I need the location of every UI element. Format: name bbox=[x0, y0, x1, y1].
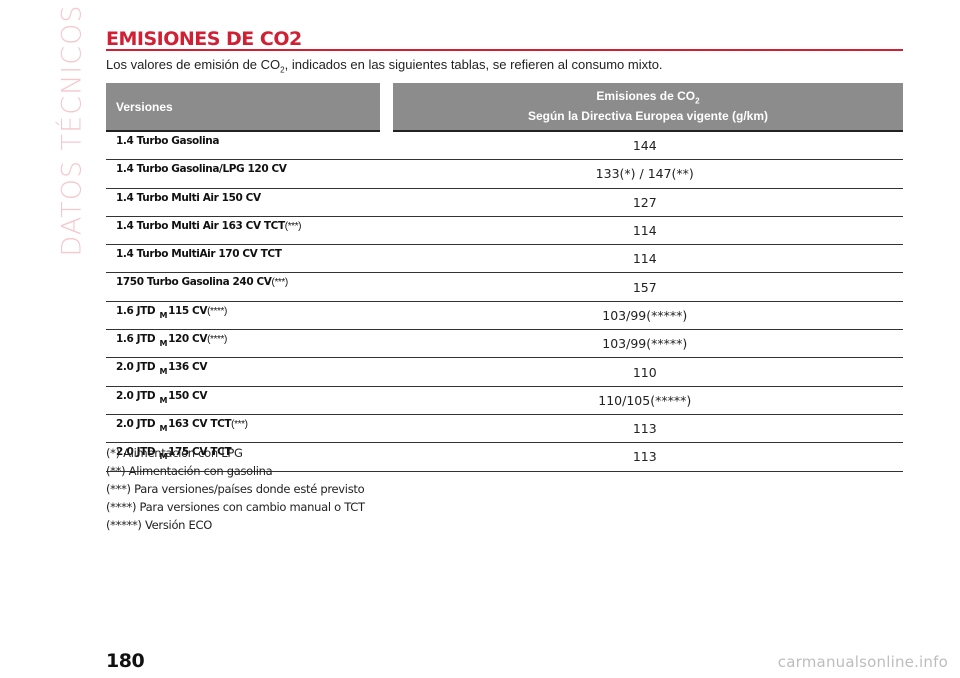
footnote-item: (****) Para versiones con cambio manual … bbox=[106, 500, 365, 514]
version-power: 175 CV TCT bbox=[168, 446, 232, 459]
table-row: 2.0 JTD M150 CV 110/105(*****) bbox=[106, 386, 903, 415]
version-footnote-marker: (***) bbox=[231, 418, 248, 430]
version-name: 1.4 Turbo Gasolina bbox=[116, 135, 220, 147]
version-subscript: M bbox=[159, 367, 168, 377]
emissions-table: Versiones Emisiones de CO2 Según la Dire… bbox=[106, 83, 903, 472]
version-name: 1750 Turbo Gasolina 240 CV bbox=[116, 276, 272, 289]
emission-value: 144 bbox=[386, 130, 903, 161]
footnote-item: (*****) Versión ECO bbox=[106, 518, 212, 532]
header-emissions-subscript: 2 bbox=[695, 96, 700, 106]
version-name: 2.0 JTD bbox=[116, 389, 156, 402]
table-row: 1.4 Turbo Multi Air 150 CV 127 bbox=[106, 188, 903, 217]
footnotes: (*) Alimentación con LPG (**) Alimentació… bbox=[106, 444, 365, 534]
emission-value: 127 bbox=[386, 188, 903, 217]
version-power: 136 CV bbox=[168, 361, 208, 374]
version-footnote-marker: (***) bbox=[271, 277, 289, 289]
version-cell: 2.0 JTD M136 CV bbox=[106, 357, 387, 387]
footnote-item: (***) Para versiones/países donde esté p… bbox=[106, 482, 365, 496]
table-row: 1.4 Turbo Multi Air 163 CV TCT(***) 114 bbox=[106, 216, 903, 246]
version-cell: 1.4 Turbo Multi Air 163 CV TCT(***) bbox=[106, 216, 387, 246]
version-footnote-marker: (****) bbox=[207, 305, 227, 317]
table-row: 1750 Turbo Gasolina 240 CV(***) 157 bbox=[106, 272, 903, 302]
emission-value: 114 bbox=[386, 244, 903, 274]
table-row: 1.4 Turbo Gasolina/LPG 120 CV 133(*) / 14… bbox=[106, 159, 903, 189]
header-emissions-line1: Emisiones de CO bbox=[596, 89, 696, 104]
table-row: 2.0 JTD M163 CV TCT(***) 113 bbox=[106, 414, 903, 444]
version-name: 1.4 Turbo Gasolina/LPG 120 CV bbox=[116, 163, 287, 176]
table-body: 1.4 Turbo Gasolina 144 1.4 Turbo Gasolina/… bbox=[106, 130, 903, 472]
version-footnote-marker: (***) bbox=[284, 220, 302, 232]
version-subscript: M bbox=[159, 395, 168, 405]
version-cell: 2.0 JTD M175 CV TCT bbox=[106, 442, 387, 472]
emission-value: 103/99(*****) bbox=[386, 329, 903, 359]
version-name: 2.0 JTD bbox=[116, 417, 156, 430]
emission-value: 113 bbox=[386, 442, 903, 472]
version-name: 1.4 Turbo MultiAir 170 CV TCT bbox=[116, 248, 282, 261]
version-name: 1.4 Turbo Multi Air 163 CV TCT bbox=[116, 219, 285, 232]
intro-text-after: , indicados en las siguientes tablas, se… bbox=[284, 57, 663, 72]
version-subscript: M bbox=[159, 339, 168, 349]
version-name: 2.0 JTD bbox=[116, 361, 156, 374]
page-number: 180 bbox=[106, 650, 145, 672]
header-versions: Versiones bbox=[106, 83, 393, 131]
emission-value: 103/99(*****) bbox=[386, 301, 903, 331]
version-name: 1.6 JTD bbox=[116, 304, 156, 317]
table-row: 2.0 JTD M175 CV TCT 113 bbox=[106, 442, 903, 472]
intro-paragraph: Los valores de emisión de CO2, indicados… bbox=[106, 57, 663, 75]
version-cell: 2.0 JTD M150 CV bbox=[106, 386, 387, 415]
version-subscript: M bbox=[159, 310, 168, 320]
footnote-item: (*) Alimentación con LPG bbox=[106, 446, 243, 460]
page-title: EMISIONES DE CO2 bbox=[106, 28, 302, 50]
version-cell: 1.4 Turbo Gasolina bbox=[106, 130, 387, 161]
emission-value: 114 bbox=[386, 216, 903, 246]
version-cell: 1.6 JTD M120 CV(****) bbox=[106, 329, 387, 359]
header-emissions: Emisiones de CO2 Según la Directiva Euro… bbox=[386, 83, 903, 131]
emission-value: 110 bbox=[386, 357, 903, 387]
emission-value: 113 bbox=[386, 414, 903, 444]
version-cell: 1.4 Turbo Multi Air 150 CV bbox=[106, 188, 387, 217]
emission-value: 110/105(*****) bbox=[386, 386, 903, 415]
table-row: 1.4 Turbo MultiAir 170 CV TCT 114 bbox=[106, 244, 903, 274]
table-row: 1.4 Turbo Gasolina 144 bbox=[106, 130, 903, 161]
version-power: 150 CV bbox=[168, 389, 208, 402]
version-cell: 2.0 JTD M163 CV TCT(***) bbox=[106, 414, 387, 444]
version-subscript: M bbox=[159, 452, 168, 462]
intro-text-before: Los valores de emisión de CO bbox=[106, 57, 281, 72]
watermark-text: carmanualsonline.info bbox=[777, 653, 948, 671]
header-emissions-line2: Según la Directiva Europea vigente (g/km… bbox=[527, 108, 769, 123]
version-subscript: M bbox=[159, 423, 168, 433]
emission-value: 157 bbox=[386, 272, 903, 302]
table-row: 1.6 JTD M120 CV(****) 103/99(*****) bbox=[106, 329, 903, 359]
section-side-label: DATOS TÉCNICOS bbox=[52, 4, 92, 256]
version-cell: 1.6 JTD M115 CV(****) bbox=[106, 301, 387, 331]
version-cell: 1750 Turbo Gasolina 240 CV(***) bbox=[106, 272, 387, 302]
version-power: 120 CV bbox=[168, 333, 208, 346]
version-name: 2.0 JTD bbox=[116, 446, 156, 459]
version-name: 1.4 Turbo Multi Air 150 CV bbox=[116, 191, 261, 204]
table-row: 1.6 JTD M115 CV(****) 103/99(*****) bbox=[106, 301, 903, 331]
section-side-label-text: DATOS TÉCNICOS bbox=[56, 4, 88, 256]
table-header-row: Versiones Emisiones de CO2 Según la Dire… bbox=[106, 83, 903, 131]
version-power: 115 CV bbox=[168, 304, 208, 317]
version-cell: 1.4 Turbo Gasolina/LPG 120 CV bbox=[106, 159, 387, 189]
title-divider bbox=[106, 49, 903, 51]
intro-subscript: 2 bbox=[280, 65, 285, 75]
version-name: 1.6 JTD bbox=[116, 333, 156, 346]
version-cell: 1.4 Turbo MultiAir 170 CV TCT bbox=[106, 244, 387, 274]
table-row: 2.0 JTD M136 CV 110 bbox=[106, 357, 903, 387]
emission-value: 133(*) / 147(**) bbox=[386, 159, 903, 189]
footnote-item: (**) Alimentación con gasolina bbox=[106, 464, 273, 478]
version-footnote-marker: (****) bbox=[207, 334, 227, 346]
version-power: 163 CV TCT bbox=[168, 417, 232, 430]
